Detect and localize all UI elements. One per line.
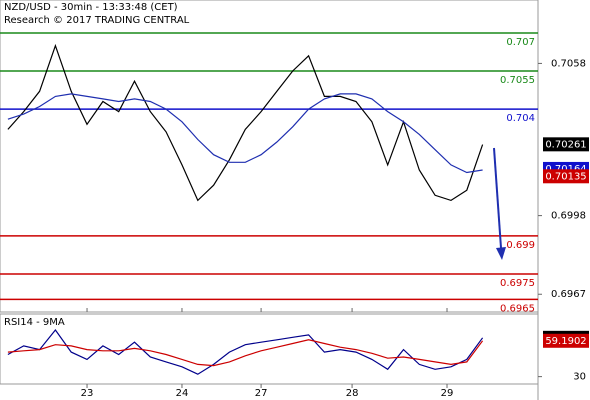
price-box: [543, 137, 589, 152]
x-tick-label: 29: [441, 388, 454, 399]
price-panel: [0, 0, 539, 313]
y-tick-label: 0.6998: [551, 211, 586, 222]
y-tick-label: 0.7058: [551, 58, 586, 69]
level-label: 0.6975: [500, 278, 535, 289]
x-tick-label: 28: [346, 388, 359, 399]
series-line: [7, 329, 484, 375]
level-label: 0.6965: [500, 303, 535, 314]
x-tick-label: 23: [81, 388, 94, 399]
chart-subtitle: Research © 2017 TRADING CENTRAL: [4, 15, 190, 26]
x-tick-label: 24: [176, 388, 189, 399]
price-box-label: 59.1902: [545, 336, 586, 347]
forecast-arrow: [493, 147, 502, 249]
price-box: [543, 333, 589, 348]
series-line: [7, 339, 484, 367]
rsi-title: RSI14 - 9MA: [4, 317, 65, 328]
chart-title: NZD/USD - 30min - 13:33:48 (CET): [4, 2, 178, 13]
level-label: 0.7055: [500, 75, 535, 86]
y-tick-label: 30: [573, 372, 586, 383]
x-tick-label: 27: [255, 388, 268, 399]
price-box-label: 0.70135: [545, 171, 586, 182]
level-label: 0.699: [506, 240, 535, 251]
plot: 23 24 27 28 29 0.7058 0.6998 0.6967 0.707 0.7055 0…: [0, 32, 589, 399]
y-tick-label: 0.6967: [551, 289, 586, 300]
level-label: 0.704: [506, 113, 535, 124]
series-line: [7, 93, 483, 174]
forecast-arrow-head: [496, 247, 506, 260]
price-box-label: 0.70261: [545, 139, 586, 150]
level-label: 0.707: [506, 37, 535, 48]
price-box: [543, 169, 589, 184]
